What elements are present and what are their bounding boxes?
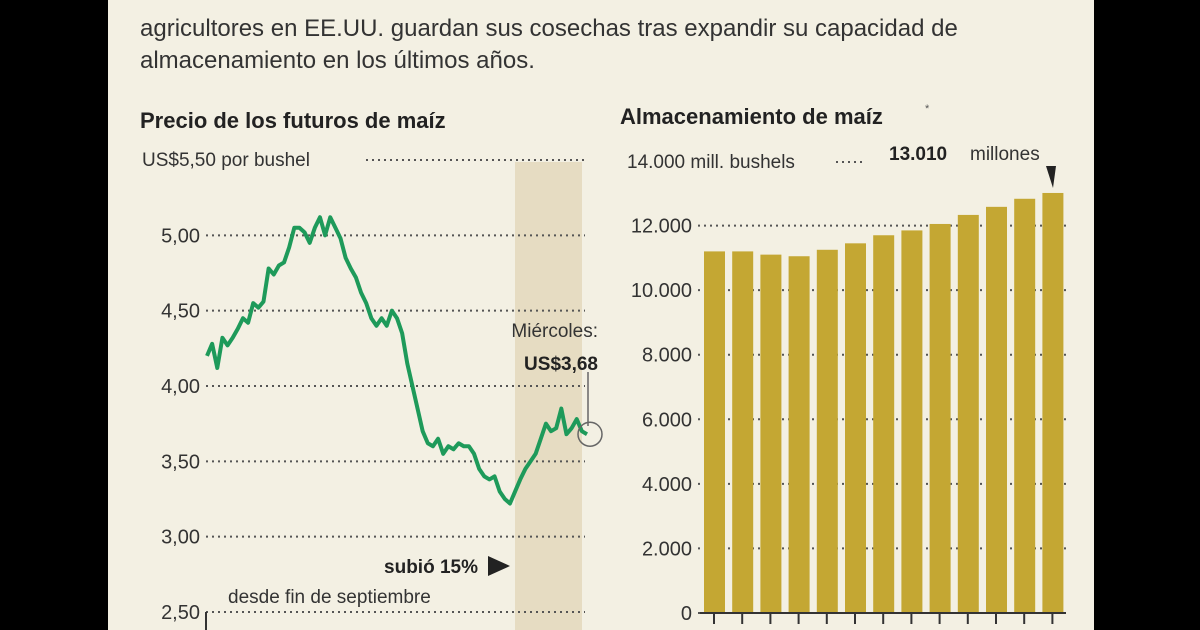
last-value: US$3,68 <box>524 354 598 375</box>
bar <box>760 254 782 613</box>
title-footnote-mark: * <box>925 103 930 115</box>
highlight-band <box>515 162 582 630</box>
change-label: subió 15% <box>384 557 478 578</box>
bar <box>1014 198 1036 613</box>
price-line <box>205 215 589 506</box>
bars <box>700 192 1066 624</box>
bar-annotation-unit: millones <box>970 144 1040 165</box>
y-tick-label: 4,50 <box>161 301 200 323</box>
line-chart-unit: US$5,50 por bushel <box>142 150 310 171</box>
y-tick-label: 12.000 <box>631 216 692 238</box>
intro-line-2: almacenamiento en los últimos años. <box>140 47 535 74</box>
last-label: Miércoles: <box>511 321 598 342</box>
y-tick-label: 10.000 <box>631 280 692 302</box>
bar <box>732 251 754 613</box>
line-chart-title: Precio de los futuros de maíz <box>140 108 446 133</box>
y-tick-label: 6.000 <box>642 409 692 431</box>
bar <box>901 230 923 613</box>
y-tick-label: 4,00 <box>161 376 200 398</box>
bar-chart-unit: 14.000 mill. bushels <box>627 152 795 173</box>
intro-line-1: agricultores en EE.UU. guardan sus cosec… <box>140 15 958 42</box>
y-tick-label: 3,00 <box>161 527 200 549</box>
y-tick-label: 0 <box>681 603 692 625</box>
bar <box>873 235 895 613</box>
line-y-ticks: 2,50 3,00 3,50 4,00 4,50 5,00 <box>161 225 200 624</box>
last-point-circle <box>577 421 603 447</box>
bar-chart-title: Almacenamiento de maíz <box>620 104 883 129</box>
y-tick-label: 5,00 <box>161 225 200 247</box>
bar <box>788 256 810 613</box>
y-tick-label: 2,50 <box>161 602 200 624</box>
bar <box>986 206 1007 614</box>
bar-y-ticks: 0 2.000 4.000 6.000 8.000 10.000 12.000 <box>631 216 692 625</box>
bar <box>704 251 725 613</box>
line-gridlines <box>205 159 585 630</box>
arrow-right-icon <box>488 556 510 576</box>
y-tick-label: 2.000 <box>642 538 692 560</box>
bar <box>845 243 866 614</box>
y-tick-label: 8.000 <box>642 345 692 367</box>
bar <box>1042 192 1064 613</box>
bar <box>816 249 838 614</box>
y-tick-label: 3,50 <box>161 451 200 473</box>
change-text: desde fin de septiembre <box>228 587 431 608</box>
bar <box>957 214 979 613</box>
bar-annotation-value: 13.010 <box>889 144 947 165</box>
y-tick-label: 4.000 <box>642 474 692 496</box>
pointer-icon <box>1046 166 1056 188</box>
bar <box>929 223 951 613</box>
